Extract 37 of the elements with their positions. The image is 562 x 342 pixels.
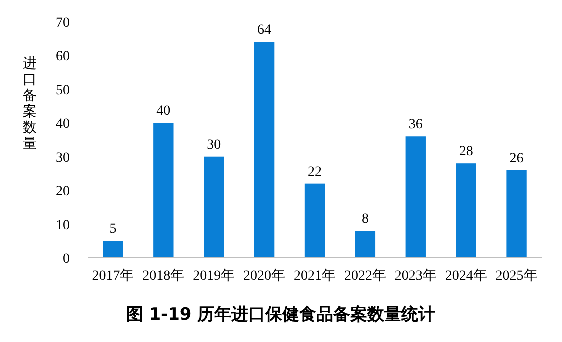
- bar: [304, 184, 326, 258]
- x-tick-label: 2019年: [193, 268, 236, 284]
- x-tick-label: 2022年: [344, 268, 386, 284]
- bar: [103, 241, 124, 258]
- x-tick-label: 2020年: [244, 268, 286, 284]
- y-tick-label: 0: [63, 252, 70, 267]
- y-tick-label: 10: [56, 218, 70, 234]
- bar: [254, 42, 275, 258]
- y-tick-label: 60: [56, 50, 70, 65]
- y-tick-label: 30: [56, 150, 70, 166]
- y-tick-label: 40: [56, 117, 70, 132]
- bar: [406, 136, 426, 258]
- y-tick-label: 70: [56, 16, 70, 31]
- y-axis-title: 进口备案数量: [23, 56, 37, 152]
- bar: [355, 231, 376, 258]
- bar: [506, 170, 527, 258]
- data-label: 26: [510, 151, 524, 166]
- x-tick-label: 2018年: [142, 268, 185, 284]
- data-label: 28: [459, 144, 474, 160]
- x-tick-label: 2023年: [394, 268, 437, 284]
- x-tick-label: 2025年: [496, 268, 538, 284]
- y-tick-label: 20: [56, 184, 70, 200]
- bar: [154, 123, 174, 258]
- data-label: 5: [110, 222, 117, 238]
- text: 图 1-19 历年进口保健食品备案数量统计: [126, 304, 436, 325]
- x-tick-label: 2024年: [445, 268, 488, 284]
- data-label: 36: [408, 118, 423, 133]
- data-label: 64: [258, 23, 272, 38]
- data-label: 8: [362, 212, 369, 228]
- bar: [204, 156, 224, 258]
- x-tick-label: 2021年: [294, 268, 336, 284]
- data-label: 30: [207, 138, 222, 153]
- x-tick-label: 2017年: [92, 268, 134, 284]
- bar: [456, 164, 476, 258]
- y-tick-label: 50: [56, 83, 70, 98]
- data-label: 40: [156, 104, 171, 120]
- data-label: 22: [308, 164, 322, 180]
